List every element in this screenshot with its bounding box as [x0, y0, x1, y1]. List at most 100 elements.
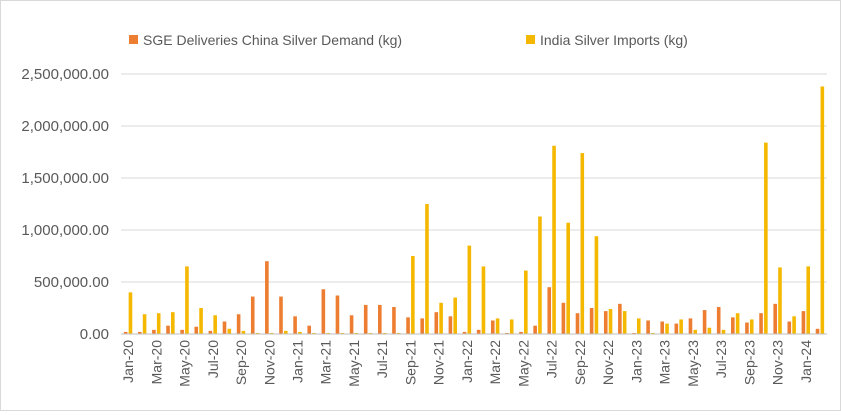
bar-india-mar-23: [665, 323, 669, 334]
bar-india-oct-21: [425, 204, 429, 334]
bar-india-may-21: [354, 332, 359, 334]
bar-india-jan-23: [636, 318, 641, 334]
bar-sge-aug-22: [561, 302, 566, 334]
bar-sge-apr-21: [335, 295, 340, 334]
bar-india-sep-22: [580, 153, 585, 334]
bar-india-may-22: [524, 270, 528, 334]
x-tick-label: Mar-20: [148, 340, 164, 385]
gridlines: [121, 73, 827, 283]
bar-sge-aug-21: [392, 306, 396, 334]
bar-sge-oct-21: [420, 318, 424, 334]
bar-sge-jul-23: [716, 306, 721, 334]
bar-india-sep-23: [749, 319, 754, 334]
bar-sge-mar-23: [660, 321, 665, 334]
bar-sge-may-23: [688, 318, 693, 334]
x-tick-label: Jan-22: [459, 340, 475, 383]
bar-sge-feb-21: [307, 325, 312, 334]
bar-sge-mar-22: [490, 320, 495, 334]
bar-india-oct-23: [764, 142, 768, 334]
bar-india-apr-22: [509, 319, 514, 334]
bar-india-feb-22: [481, 266, 486, 334]
bar-india-aug-20: [227, 328, 232, 334]
bar-sge-jan-20: [123, 331, 128, 334]
x-tick-label: Jan-20: [120, 340, 136, 383]
bar-sge-nov-23: [773, 303, 777, 334]
bar-sge-jul-21: [378, 304, 382, 334]
bar-india-jul-21: [382, 332, 387, 334]
bar-india-sep-20: [241, 330, 246, 334]
y-tick-label: 1,000,000.00: [21, 222, 109, 239]
x-tick-label: Jul-23: [713, 340, 729, 378]
bar-india-aug-22: [566, 222, 570, 334]
bar-india-nov-20: [269, 332, 274, 334]
bar-india-jun-23: [707, 327, 712, 334]
bar-sge-nov-22: [603, 311, 608, 334]
bar-india-feb-20: [142, 314, 147, 334]
x-tick-label: Nov-22: [600, 340, 616, 385]
bar-sge-jan-21: [293, 316, 297, 334]
x-tick-label: May-22: [515, 340, 531, 387]
bar-india-feb-21: [312, 332, 316, 334]
x-tick-label: Mar-21: [318, 340, 334, 385]
bar-sge-jun-20: [194, 326, 199, 334]
x-tick-label: Jul-20: [205, 340, 221, 378]
x-tick-label: Sep-21: [402, 340, 418, 385]
x-tick-label: Nov-21: [431, 340, 447, 385]
bar-sge-oct-22: [589, 308, 594, 334]
x-tick-label: Jan-24: [798, 340, 814, 383]
bar-india-aug-21: [396, 332, 401, 334]
bar-india-dec-22: [622, 311, 627, 334]
x-tick-label: Jul-21: [374, 340, 390, 378]
bar-sge-dec-22: [618, 303, 622, 334]
y-tick-label: 2,000,000.00: [21, 118, 109, 135]
bar-sge-aug-20: [222, 321, 227, 334]
y-axis-tick-labels: 0.00 500,000.00 1,000,000.00 1,500,000.00 2,…: [21, 66, 109, 343]
bar-india-jun-22: [538, 216, 542, 334]
bar-india-mar-20: [156, 313, 161, 334]
bar-india-aug-23: [735, 313, 740, 334]
x-tick-label: Nov-20: [261, 340, 277, 385]
x-tick-label: Sep-23: [741, 340, 757, 385]
x-tick-label: Mar-23: [657, 340, 673, 385]
bar-india-feb-24: [820, 86, 825, 334]
bar-sge-jan-22: [462, 331, 467, 334]
bar-sge-sep-22: [575, 313, 580, 334]
bar-sge-apr-20: [166, 325, 170, 334]
bar-india-dec-23: [792, 316, 796, 334]
bar-sge-sep-23: [745, 322, 749, 334]
bar-india-oct-20: [255, 332, 260, 334]
bar-india-apr-20: [171, 312, 175, 334]
bar-india-dec-20: [283, 330, 288, 334]
bar-india-jul-20: [213, 315, 217, 334]
bars: [123, 86, 825, 334]
y-tick-label: 500,000.00: [34, 274, 109, 291]
bar-india-jun-21: [368, 332, 373, 334]
x-tick-label: May-23: [685, 340, 701, 387]
bar-sge-nov-21: [434, 312, 439, 334]
bar-sge-jun-23: [702, 310, 707, 334]
x-tick-label: Mar-22: [487, 340, 503, 385]
bar-sge-apr-22: [505, 332, 509, 334]
bar-sge-feb-20: [137, 331, 142, 334]
bar-sge-feb-24: [815, 328, 820, 334]
legend-swatch-sge: [129, 35, 138, 44]
bar-sge-jan-24: [801, 311, 806, 334]
bar-sge-mar-20: [152, 329, 156, 334]
bar-sge-jan-23: [632, 332, 636, 334]
bar-sge-sep-20: [236, 314, 241, 334]
bar-india-apr-21: [340, 332, 345, 334]
x-tick-label: Sep-20: [233, 340, 249, 385]
legend: SGE Deliveries China Silver Demand (kg) …: [129, 32, 688, 48]
bar-sge-dec-20: [279, 296, 283, 334]
bar-india-dec-21: [453, 297, 458, 334]
x-tick-label: May-21: [346, 340, 362, 387]
bar-sge-aug-23: [731, 317, 735, 334]
y-tick-label: 0.00: [80, 326, 109, 343]
bar-india-apr-23: [679, 319, 683, 334]
legend-swatch-india: [526, 35, 535, 44]
x-tick-label: Jan-23: [628, 340, 644, 383]
bar-india-may-20: [185, 266, 189, 334]
legend-label-india: India Silver Imports (kg): [540, 32, 688, 48]
